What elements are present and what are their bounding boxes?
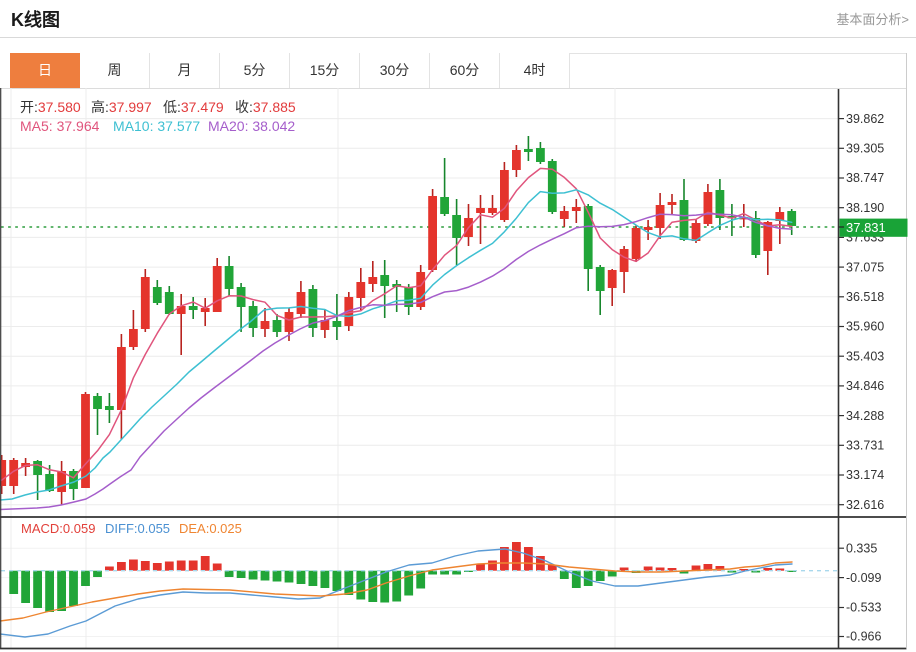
svg-text:36.518: 36.518 <box>846 290 884 304</box>
svg-text:34.846: 34.846 <box>846 379 884 393</box>
svg-text:-0.099: -0.099 <box>846 571 881 585</box>
svg-text:-0.533: -0.533 <box>846 601 881 615</box>
svg-text:35.960: 35.960 <box>846 320 884 334</box>
svg-text:35.403: 35.403 <box>846 349 884 363</box>
svg-text:38.190: 38.190 <box>846 201 884 215</box>
svg-text:38.747: 38.747 <box>846 171 884 185</box>
svg-text:0.335: 0.335 <box>846 541 877 555</box>
svg-text:33.174: 33.174 <box>846 468 884 482</box>
svg-text:39.305: 39.305 <box>846 142 884 156</box>
svg-text:37.831: 37.831 <box>846 220 886 235</box>
svg-text:32.616: 32.616 <box>846 498 884 512</box>
svg-text:37.075: 37.075 <box>846 260 884 274</box>
svg-text:-0.966: -0.966 <box>846 630 881 644</box>
svg-text:33.731: 33.731 <box>846 439 884 453</box>
svg-text:34.288: 34.288 <box>846 409 884 423</box>
svg-text:39.862: 39.862 <box>846 112 884 126</box>
